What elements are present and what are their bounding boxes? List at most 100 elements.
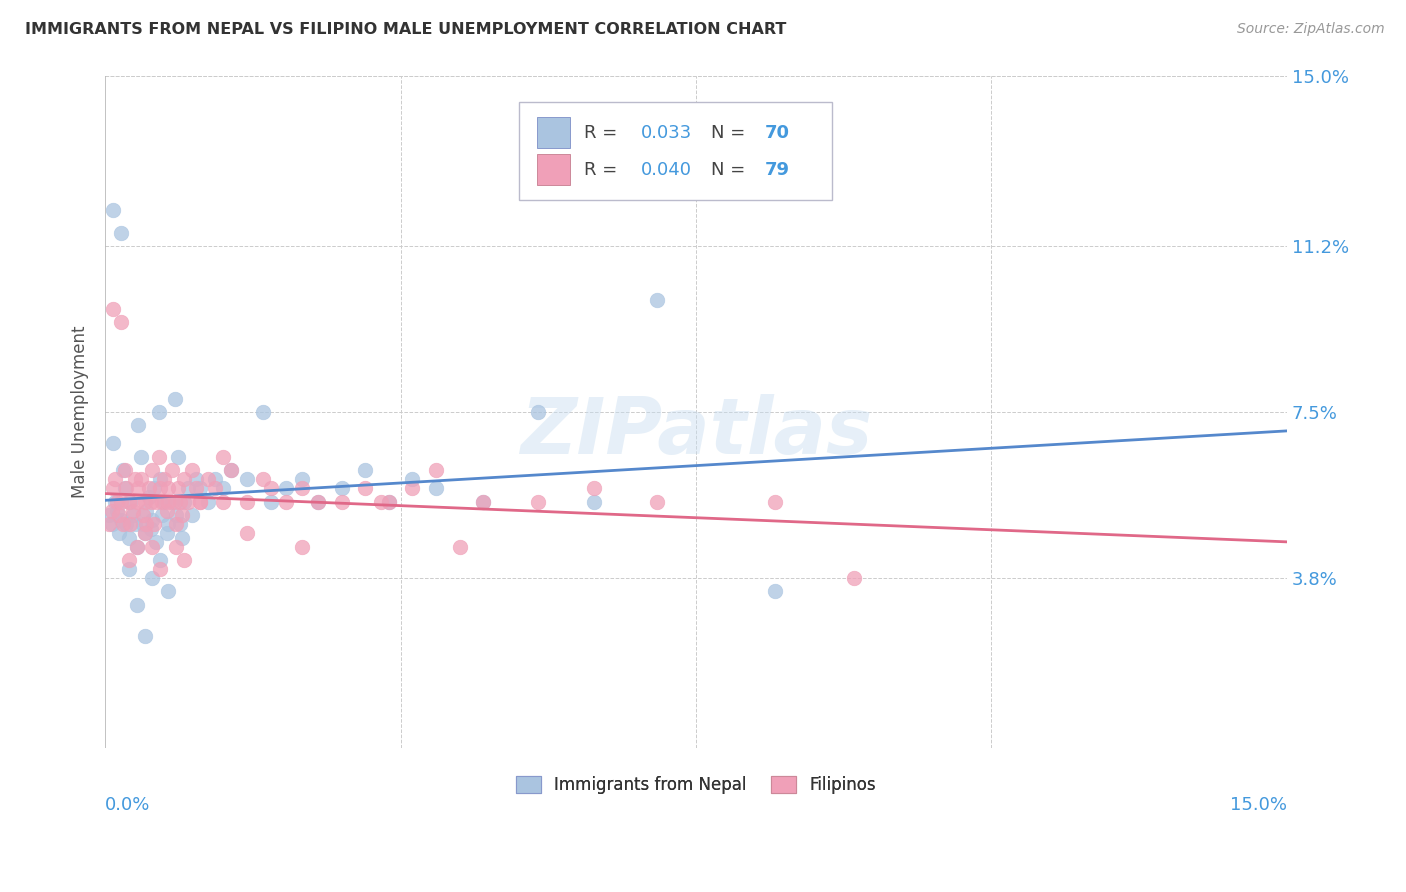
Point [125,540,148,554]
Text: R =: R = [583,124,623,142]
Point [98,508,121,523]
Point [401,472,423,486]
Point [129,450,152,464]
Text: ZIPatlas: ZIPatlas [520,394,872,470]
Point [111,463,134,477]
Point [98,517,121,532]
Point [129,472,152,486]
Point [188,494,211,508]
Point [141,513,163,527]
Point [157,481,180,495]
Point [132,508,155,523]
Text: Source: ZipAtlas.com: Source: ZipAtlas.com [1237,22,1385,37]
Point [172,508,194,523]
Point [127,418,149,433]
Point [582,494,605,508]
Point [141,571,163,585]
Point [354,463,377,477]
Point [148,405,170,419]
Point [842,571,865,585]
Point [276,494,298,508]
Point [582,481,605,495]
Point [125,494,148,508]
Point [110,513,132,527]
Point [425,481,447,495]
Point [118,494,141,508]
Point [150,508,173,523]
Point [172,531,194,545]
Point [138,481,160,495]
Point [236,494,259,508]
Point [105,504,128,518]
Point [330,494,353,508]
Point [111,517,134,532]
Point [110,494,132,508]
Point [118,531,141,545]
Point [134,526,156,541]
Text: 0.033: 0.033 [641,124,692,142]
Point [204,481,226,495]
Point [184,481,207,495]
Point [236,472,259,486]
FancyBboxPatch shape [537,117,569,147]
Point [145,535,167,549]
Point [252,405,274,419]
Point [125,540,148,554]
Point [135,504,157,518]
Point [276,481,298,495]
Point [645,293,668,307]
Point [472,494,495,508]
Point [139,494,162,508]
Point [645,494,668,508]
Point [107,526,129,541]
Point [378,494,401,508]
Text: N =: N = [711,124,751,142]
Point [212,450,235,464]
Legend: Immigrants from Nepal, Filipinos: Immigrants from Nepal, Filipinos [509,769,883,801]
Point [197,472,219,486]
Point [291,481,314,495]
Text: 15.0%: 15.0% [1230,796,1286,814]
Point [188,494,211,508]
Point [236,526,259,541]
Text: 79: 79 [765,161,790,178]
Point [143,517,166,532]
Point [156,504,179,518]
Text: 70: 70 [765,124,790,142]
Point [259,494,281,508]
Point [149,472,172,486]
Point [101,481,124,495]
Point [153,472,176,486]
Point [104,472,127,486]
Point [188,481,211,495]
Point [114,481,136,495]
Point [763,584,786,599]
Point [173,472,195,486]
Point [138,490,160,504]
Point [204,472,226,486]
Text: 0.0%: 0.0% [105,796,150,814]
Point [132,517,155,532]
Point [149,481,172,495]
Point [180,508,202,523]
Point [157,494,180,508]
Point [165,540,187,554]
Point [259,481,281,495]
Point [121,504,143,518]
Point [330,481,353,495]
Point [134,526,156,541]
Text: IMMIGRANTS FROM NEPAL VS FILIPINO MALE UNEMPLOYMENT CORRELATION CHART: IMMIGRANTS FROM NEPAL VS FILIPINO MALE U… [25,22,787,37]
Point [104,494,127,508]
Point [148,450,170,464]
Point [180,463,202,477]
Point [197,494,219,508]
Point [145,494,167,508]
Point [157,584,180,599]
Point [163,392,186,406]
Point [291,472,314,486]
Point [118,562,141,576]
Point [212,494,235,508]
Point [107,508,129,523]
Point [173,553,195,567]
Point [219,463,242,477]
